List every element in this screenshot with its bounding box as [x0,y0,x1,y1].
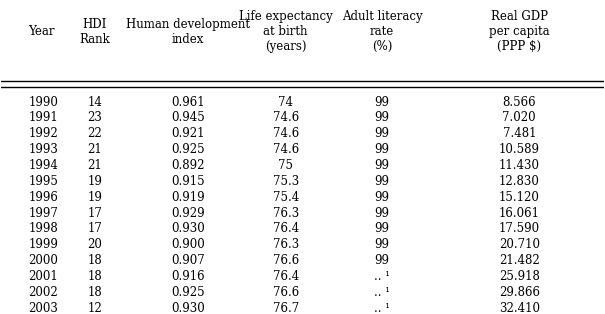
Text: 99: 99 [374,127,390,140]
Text: Year: Year [28,25,55,38]
Text: 11.430: 11.430 [499,159,540,172]
Text: 1991: 1991 [28,111,58,124]
Text: 20.710: 20.710 [499,238,540,251]
Text: 76.6: 76.6 [272,254,299,267]
Text: 99: 99 [374,143,390,156]
Text: 19: 19 [87,175,102,188]
Text: 74.6: 74.6 [272,111,299,124]
Text: 99: 99 [374,223,390,236]
Text: 0.907: 0.907 [171,254,205,267]
Text: 76.7: 76.7 [272,302,299,314]
Text: 7.481: 7.481 [503,127,536,140]
Text: 0.945: 0.945 [171,111,205,124]
Text: 2000: 2000 [28,254,58,267]
Text: 99: 99 [374,175,390,188]
Text: 76.4: 76.4 [272,223,299,236]
Text: 75.4: 75.4 [272,191,299,204]
Text: 75.3: 75.3 [272,175,299,188]
Text: Life expectancy
at birth
(years): Life expectancy at birth (years) [239,10,333,53]
Text: .. ¹: .. ¹ [374,286,390,299]
Text: 25.918: 25.918 [499,270,540,283]
Text: 0.930: 0.930 [171,302,205,314]
Text: 17: 17 [87,223,102,236]
Text: 1993: 1993 [28,143,58,156]
Text: .. ¹: .. ¹ [374,270,390,283]
Text: 0.892: 0.892 [171,159,205,172]
Text: 99: 99 [374,191,390,204]
Text: 0.916: 0.916 [171,270,205,283]
Text: 22: 22 [87,127,102,140]
Text: 17.590: 17.590 [499,223,540,236]
Text: 74.6: 74.6 [272,143,299,156]
Text: 0.925: 0.925 [171,286,205,299]
Text: 12.830: 12.830 [499,175,540,188]
Text: Human development
index: Human development index [126,18,250,46]
Text: 74: 74 [278,95,293,109]
Text: 20: 20 [87,238,102,251]
Text: 1999: 1999 [28,238,58,251]
Text: 2003: 2003 [28,302,58,314]
Text: 1992: 1992 [28,127,58,140]
Text: Real GDP
per capita
(PPP $): Real GDP per capita (PPP $) [489,10,549,53]
Text: 21: 21 [87,143,102,156]
Text: 32.410: 32.410 [499,302,540,314]
Text: 99: 99 [374,238,390,251]
Text: 17: 17 [87,207,102,219]
Text: 99: 99 [374,111,390,124]
Text: 76.4: 76.4 [272,270,299,283]
Text: 16.061: 16.061 [499,207,540,219]
Text: 1995: 1995 [28,175,58,188]
Text: 75: 75 [278,159,293,172]
Text: 99: 99 [374,95,390,109]
Text: 0.929: 0.929 [171,207,205,219]
Text: 76.3: 76.3 [272,238,299,251]
Text: 21: 21 [87,159,102,172]
Text: 99: 99 [374,254,390,267]
Text: 18: 18 [87,270,102,283]
Text: 8.566: 8.566 [503,95,536,109]
Text: 29.866: 29.866 [499,286,540,299]
Text: 14: 14 [87,95,102,109]
Text: 74.6: 74.6 [272,127,299,140]
Text: 0.915: 0.915 [171,175,205,188]
Text: 0.930: 0.930 [171,223,205,236]
Text: .. ¹: .. ¹ [374,302,390,314]
Text: 1998: 1998 [28,223,58,236]
Text: 0.921: 0.921 [171,127,205,140]
Text: 23: 23 [87,111,102,124]
Text: 10.589: 10.589 [499,143,540,156]
Text: 76.3: 76.3 [272,207,299,219]
Text: 99: 99 [374,207,390,219]
Text: 2001: 2001 [28,270,58,283]
Text: 7.020: 7.020 [503,111,536,124]
Text: Adult literacy
rate
(%): Adult literacy rate (%) [342,10,422,53]
Text: 12: 12 [87,302,102,314]
Text: 76.6: 76.6 [272,286,299,299]
Text: 21.482: 21.482 [499,254,540,267]
Text: 1990: 1990 [28,95,58,109]
Text: 99: 99 [374,159,390,172]
Text: 1997: 1997 [28,207,58,219]
Text: 15.120: 15.120 [499,191,540,204]
Text: 19: 19 [87,191,102,204]
Text: 0.961: 0.961 [171,95,205,109]
Text: 0.919: 0.919 [171,191,205,204]
Text: 2002: 2002 [28,286,58,299]
Text: 18: 18 [87,286,102,299]
Text: HDI
Rank: HDI Rank [79,18,110,46]
Text: 0.925: 0.925 [171,143,205,156]
Text: 1996: 1996 [28,191,58,204]
Text: 0.900: 0.900 [171,238,205,251]
Text: 1994: 1994 [28,159,58,172]
Text: 18: 18 [87,254,102,267]
